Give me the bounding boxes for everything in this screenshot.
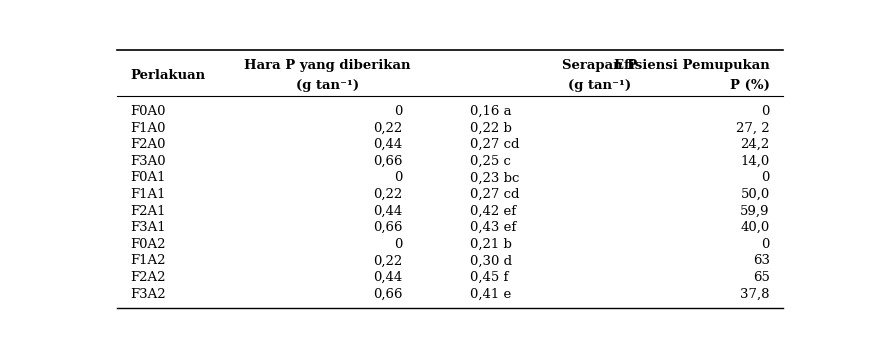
Text: 0,22 b: 0,22 b (470, 122, 511, 134)
Text: F3A2: F3A2 (130, 288, 166, 301)
Text: 0,30 d: 0,30 d (470, 254, 512, 268)
Text: F2A0: F2A0 (130, 138, 166, 151)
Text: Hara P yang diberikan: Hara P yang diberikan (244, 59, 410, 72)
Text: 40,0: 40,0 (739, 221, 769, 234)
Text: 0,42 ef: 0,42 ef (470, 205, 516, 218)
Text: 0,44: 0,44 (373, 271, 402, 284)
Text: F0A1: F0A1 (130, 171, 166, 184)
Text: 0,66: 0,66 (373, 288, 402, 301)
Text: 14,0: 14,0 (739, 155, 769, 168)
Text: 0,21 b: 0,21 b (470, 238, 511, 251)
Text: F0A2: F0A2 (130, 238, 166, 251)
Text: P (%): P (%) (729, 79, 769, 92)
Text: 0,22: 0,22 (373, 188, 402, 201)
Text: 0,16 a: 0,16 a (470, 105, 511, 118)
Text: 63: 63 (752, 254, 769, 268)
Text: 0,25 c: 0,25 c (470, 155, 510, 168)
Text: F2A1: F2A1 (130, 205, 166, 218)
Text: 0,44: 0,44 (373, 205, 402, 218)
Text: 59,9: 59,9 (739, 205, 769, 218)
Text: F1A2: F1A2 (130, 254, 166, 268)
Text: 50,0: 50,0 (739, 188, 769, 201)
Text: 0: 0 (760, 171, 769, 184)
Text: 0,27 cd: 0,27 cd (470, 138, 519, 151)
Text: F1A0: F1A0 (130, 122, 166, 134)
Text: 0,66: 0,66 (373, 221, 402, 234)
Text: 0: 0 (760, 238, 769, 251)
Text: 0,45 f: 0,45 f (470, 271, 508, 284)
Text: 0,22: 0,22 (373, 254, 402, 268)
Text: F3A1: F3A1 (130, 221, 166, 234)
Text: 0: 0 (394, 238, 402, 251)
Text: 0,66: 0,66 (373, 155, 402, 168)
Text: (g tan⁻¹): (g tan⁻¹) (296, 79, 359, 92)
Text: 37,8: 37,8 (739, 288, 769, 301)
Text: Serapan P: Serapan P (561, 59, 637, 72)
Text: F2A2: F2A2 (130, 271, 166, 284)
Text: 0,41 e: 0,41 e (470, 288, 511, 301)
Text: 0: 0 (760, 105, 769, 118)
Text: 0,43 ef: 0,43 ef (470, 221, 516, 234)
Text: 27, 2: 27, 2 (735, 122, 769, 134)
Text: 0: 0 (394, 105, 402, 118)
Text: 0: 0 (394, 171, 402, 184)
Text: 0,22: 0,22 (373, 122, 402, 134)
Text: F1A1: F1A1 (130, 188, 166, 201)
Text: 0,23 bc: 0,23 bc (470, 171, 519, 184)
Text: 0,27 cd: 0,27 cd (470, 188, 519, 201)
Text: Efisiensi Pemupukan: Efisiensi Pemupukan (613, 59, 769, 72)
Text: Perlakuan: Perlakuan (130, 69, 205, 82)
Text: F3A0: F3A0 (130, 155, 166, 168)
Text: F0A0: F0A0 (130, 105, 166, 118)
Text: 24,2: 24,2 (739, 138, 769, 151)
Text: 0,44: 0,44 (373, 138, 402, 151)
Text: 65: 65 (752, 271, 769, 284)
Text: (g tan⁻¹): (g tan⁻¹) (567, 79, 631, 92)
